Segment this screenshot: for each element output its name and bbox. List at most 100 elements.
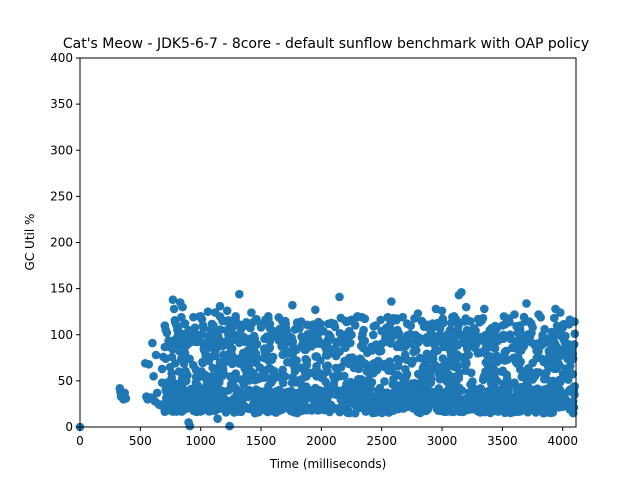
data-point xyxy=(512,321,521,331)
data-point xyxy=(346,378,355,388)
data-point xyxy=(162,398,172,408)
data-point xyxy=(323,341,332,351)
data-point xyxy=(347,386,356,395)
data-point xyxy=(408,356,418,365)
data-point xyxy=(435,334,445,344)
data-point xyxy=(249,345,259,354)
data-point xyxy=(210,308,220,317)
data-point xyxy=(401,365,410,374)
y-tick-label: 150 xyxy=(50,282,73,296)
data-point xyxy=(239,361,249,371)
data-point xyxy=(359,338,368,348)
data-point xyxy=(341,316,350,326)
data-point xyxy=(312,372,321,381)
data-point xyxy=(493,407,503,416)
data-point xyxy=(399,404,408,413)
data-point xyxy=(227,330,237,340)
data-point xyxy=(181,341,191,351)
data-point xyxy=(330,375,340,384)
data-point xyxy=(464,404,473,413)
data-point xyxy=(159,352,168,362)
data-point xyxy=(157,364,167,374)
data-point xyxy=(355,354,365,364)
data-point xyxy=(437,362,447,372)
data-point xyxy=(191,378,201,388)
data-point xyxy=(417,316,427,326)
data-point xyxy=(380,377,389,386)
data-point xyxy=(394,381,403,390)
data-point xyxy=(160,321,170,330)
data-point xyxy=(390,396,399,406)
data-point xyxy=(534,310,543,319)
data-point xyxy=(202,391,211,401)
data-point xyxy=(387,297,396,306)
data-point xyxy=(268,326,278,336)
data-point xyxy=(439,318,448,328)
data-point xyxy=(300,345,310,355)
data-point xyxy=(404,396,413,406)
data-point xyxy=(323,367,332,376)
data-point xyxy=(206,325,215,335)
data-point xyxy=(283,396,293,405)
data-point xyxy=(528,323,537,332)
points-layer xyxy=(75,288,580,432)
data-point xyxy=(471,335,481,344)
data-point xyxy=(336,395,346,404)
data-point xyxy=(354,380,364,389)
data-point xyxy=(186,402,196,412)
data-point xyxy=(352,402,362,411)
data-point xyxy=(321,377,331,387)
data-point xyxy=(532,353,541,363)
data-point xyxy=(121,394,131,403)
data-point xyxy=(230,374,239,384)
data-point xyxy=(305,321,314,330)
x-tick-label: 3500 xyxy=(487,434,518,448)
data-point xyxy=(413,389,423,399)
data-point xyxy=(570,382,580,391)
data-point xyxy=(252,354,262,363)
data-point xyxy=(203,307,213,317)
data-point xyxy=(179,392,189,401)
data-point xyxy=(218,341,228,351)
data-point xyxy=(287,378,297,388)
data-point xyxy=(210,406,220,415)
data-point xyxy=(256,323,266,332)
data-point xyxy=(281,316,290,326)
data-point xyxy=(225,421,234,431)
data-point xyxy=(550,313,559,323)
data-point xyxy=(228,383,238,393)
data-point xyxy=(152,388,162,398)
data-point xyxy=(359,325,368,335)
data-point xyxy=(391,330,401,340)
data-point xyxy=(565,367,575,376)
data-point xyxy=(360,314,370,324)
data-point xyxy=(490,344,500,353)
data-point xyxy=(487,386,497,395)
data-point xyxy=(228,322,238,332)
data-point xyxy=(371,321,381,330)
data-point xyxy=(558,402,567,412)
data-point xyxy=(178,302,187,312)
ticks-layer: 0 500 1000 1500 2000 2500 3000 3500 4000 0 50 100 15… xyxy=(50,51,578,448)
y-tick-label: 50 xyxy=(58,374,73,388)
data-point xyxy=(367,378,377,387)
data-point xyxy=(157,378,167,388)
data-point xyxy=(384,361,394,371)
data-point xyxy=(231,312,240,321)
data-point xyxy=(543,396,553,406)
data-point xyxy=(172,389,181,399)
data-point xyxy=(317,326,326,336)
data-point xyxy=(425,324,435,334)
data-point xyxy=(242,371,251,380)
data-point xyxy=(350,321,360,330)
data-point xyxy=(278,365,288,375)
data-point xyxy=(209,351,218,361)
data-point xyxy=(274,313,284,322)
data-point xyxy=(163,385,173,395)
data-point xyxy=(386,324,395,334)
data-point xyxy=(208,337,217,347)
data-point xyxy=(175,403,185,413)
data-point xyxy=(307,406,317,415)
data-point xyxy=(225,341,234,351)
